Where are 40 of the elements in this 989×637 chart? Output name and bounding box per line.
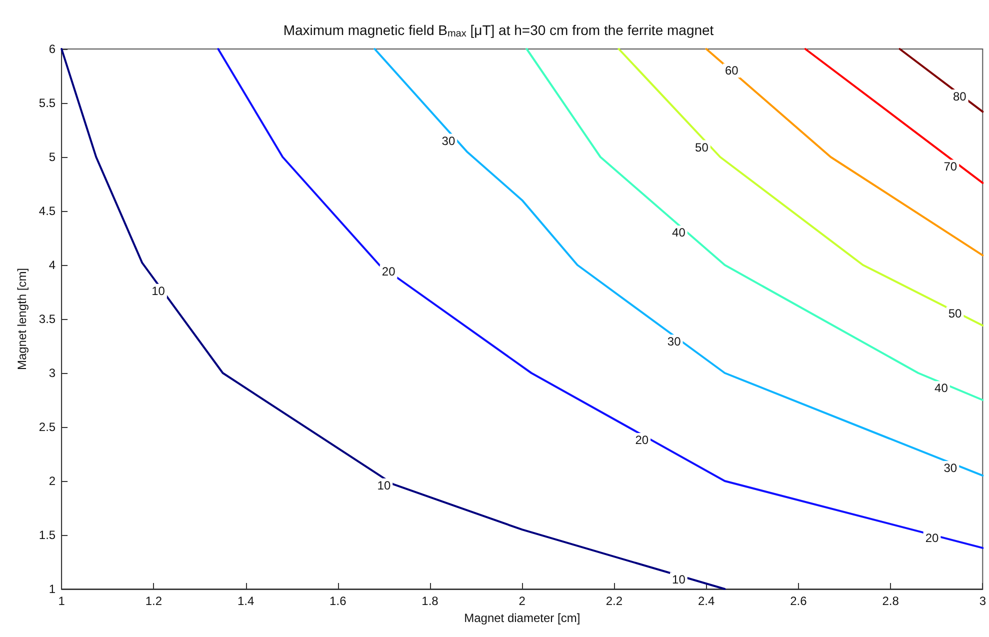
x-axis-title: Magnet diameter [cm]	[464, 610, 580, 625]
x-tick-label: 1.6	[330, 594, 347, 608]
y-tick-label: 4.5	[38, 204, 56, 218]
annotation: 10	[152, 284, 166, 298]
annotation: 10	[377, 478, 391, 492]
annotation: 40	[934, 381, 948, 396]
x-tick-label: 2.8	[882, 594, 900, 608]
annotation: 60	[724, 64, 739, 78]
annotation: 50	[948, 306, 962, 321]
annotation: 70	[944, 160, 958, 174]
y-tick-label: 1.5	[38, 528, 56, 542]
x-tick-label: 3	[979, 594, 986, 608]
y-tick-label: 3	[48, 366, 56, 380]
annotation: 30	[667, 334, 682, 349]
x-tick-label: 1.4	[237, 594, 254, 608]
annotation: 30	[442, 134, 456, 148]
x-tick-label: 1.2	[145, 594, 162, 608]
y-tick-label: 3.5	[38, 312, 56, 326]
annotation: 20	[635, 432, 649, 447]
y-tick-label: 1	[48, 582, 56, 596]
x-tick-label: 2.2	[606, 594, 623, 608]
y-axis-title: Magnet length [cm]	[15, 268, 29, 370]
annotation: 80	[952, 90, 967, 104]
x-tick-label: 2	[518, 594, 526, 608]
annotation: 40	[672, 226, 686, 240]
annotation: 50	[695, 140, 709, 154]
annotation: 10	[672, 572, 686, 586]
annotation: 30	[944, 461, 958, 476]
annotation: 20	[925, 531, 939, 546]
annotation: 20	[382, 264, 396, 278]
x-tick-label: 1.8	[422, 594, 439, 608]
x-tick-label: 2.4	[698, 594, 716, 608]
x-tick-label: 2.6	[790, 594, 808, 608]
y-tick-label: 6	[48, 42, 56, 56]
y-tick-label: 5.5	[38, 96, 56, 110]
x-tick-label: 1	[58, 594, 66, 608]
y-tick-label: 2.5	[38, 420, 56, 434]
y-tick-label: 5	[48, 150, 56, 164]
y-tick-label: 4	[48, 258, 56, 272]
y-tick-label: 2	[48, 474, 56, 488]
